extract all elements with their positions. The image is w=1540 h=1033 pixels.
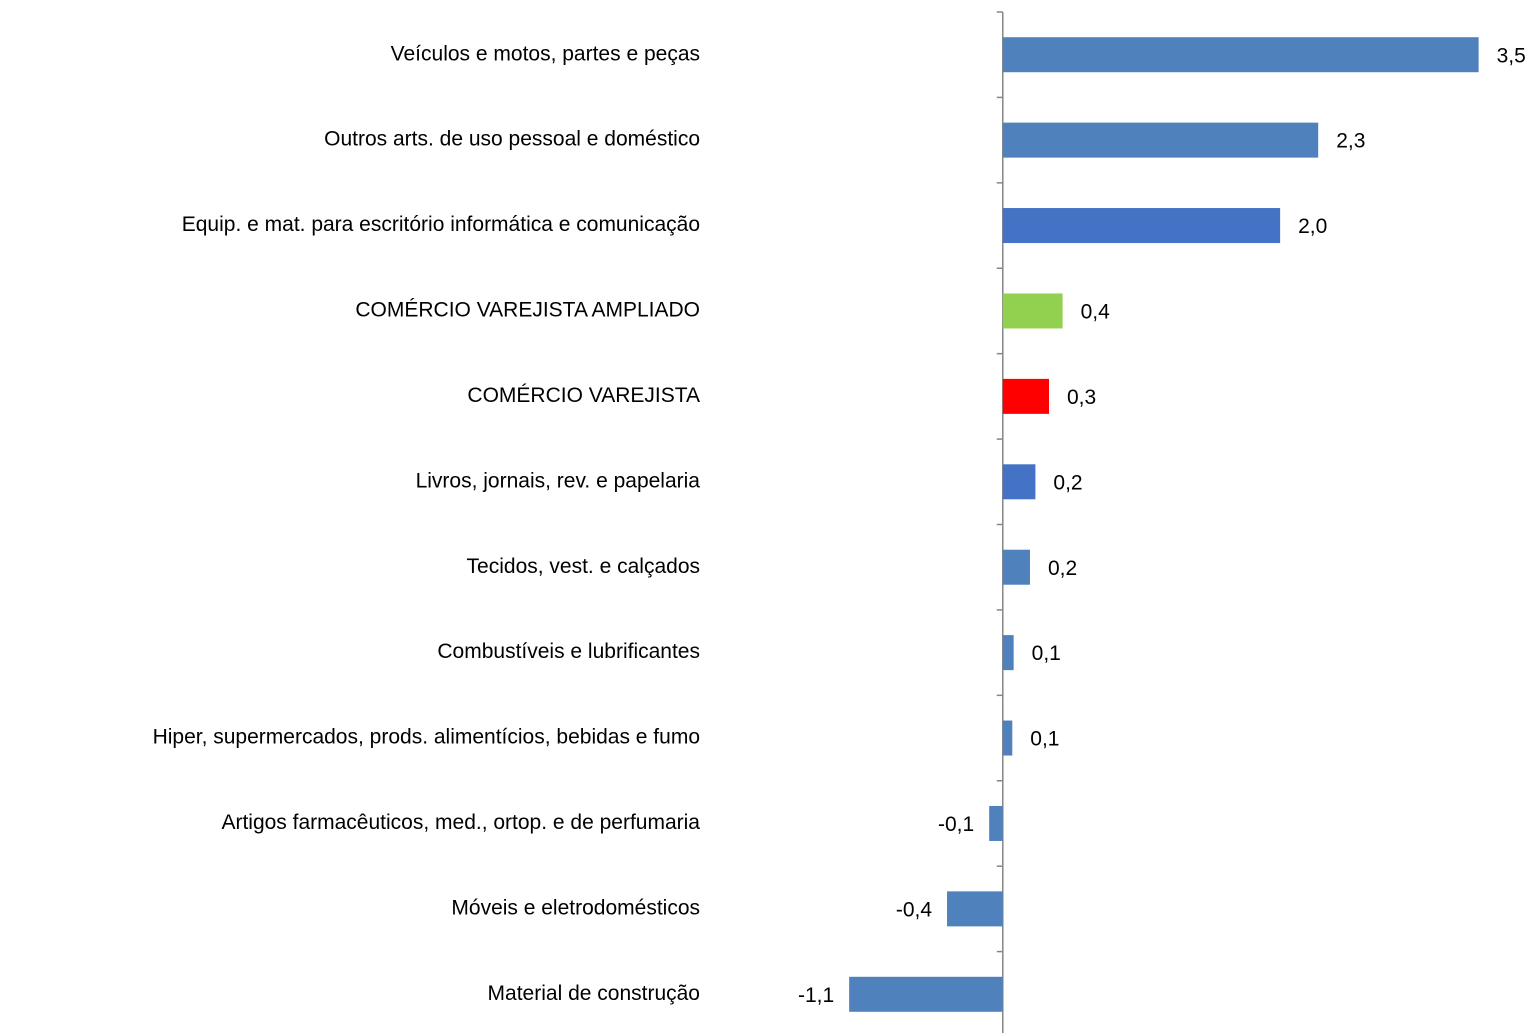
category-label: Artigos farmacêuticos, med., ortop. e de… xyxy=(221,811,700,834)
category-label: Móveis e eletrodomésticos xyxy=(451,896,700,919)
bar xyxy=(1002,464,1036,500)
value-label: -1,1 xyxy=(798,984,834,1007)
value-label: 0,3 xyxy=(1067,386,1096,409)
value-label: 0,2 xyxy=(1048,557,1077,580)
category-label: Hiper, supermercados, prods. alimentício… xyxy=(153,726,700,749)
value-label: 2,0 xyxy=(1298,215,1327,238)
bar xyxy=(1002,37,1479,73)
value-label: 2,3 xyxy=(1336,130,1365,153)
value-label: 0,2 xyxy=(1053,471,1082,494)
value-label: 3,5 xyxy=(1497,44,1526,67)
bar xyxy=(1002,720,1013,756)
category-label: Tecidos, vest. e calçados xyxy=(467,555,700,578)
bar xyxy=(1002,208,1281,244)
category-label: Combustíveis e lubrificantes xyxy=(437,640,700,663)
category-label: Material de construção xyxy=(488,982,700,1005)
value-label: -0,1 xyxy=(938,813,974,836)
value-label: 0,1 xyxy=(1032,642,1061,665)
category-label: Veículos e motos, partes e peças xyxy=(391,42,700,65)
bar xyxy=(989,805,1003,841)
value-label: -0,4 xyxy=(896,898,933,921)
bar xyxy=(1002,378,1050,414)
bar xyxy=(1002,635,1014,671)
category-label: Livros, jornais, rev. e papelaria xyxy=(416,469,701,492)
category-label: COMÉRCIO VAREJISTA AMPLIADO xyxy=(355,299,700,322)
category-label: Equip. e mat. para escritório informátic… xyxy=(182,213,700,236)
category-label: Outros arts. de uso pessoal e doméstico xyxy=(324,128,700,151)
bar xyxy=(1002,293,1063,329)
bar xyxy=(1002,122,1319,158)
value-label: 0,4 xyxy=(1081,301,1111,324)
bar xyxy=(947,891,1003,927)
category-label: COMÉRCIO VAREJISTA xyxy=(467,384,700,407)
value-label: 0,1 xyxy=(1030,728,1059,751)
bar xyxy=(849,976,1003,1012)
bar xyxy=(1002,549,1030,585)
